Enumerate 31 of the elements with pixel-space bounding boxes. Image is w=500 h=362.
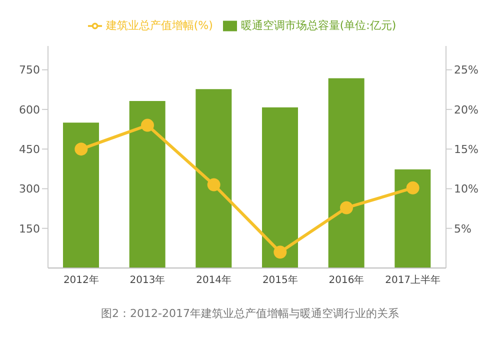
point: [74, 142, 88, 156]
x-tick-label: 2014年: [196, 274, 232, 286]
y-tick-label: 450: [19, 142, 40, 156]
point: [340, 201, 353, 214]
x-tick-label: 2013年: [130, 274, 166, 286]
bar: [63, 122, 99, 268]
y2-tick-label: 25%: [454, 64, 478, 77]
y2-tick-label: 15%: [454, 142, 478, 156]
y-tick-label: 600: [19, 103, 40, 116]
bar: [328, 78, 364, 268]
y-tick-label: 300: [19, 182, 40, 196]
caption: 图2：2012-2017年建筑业总产值增幅与暖通空调行业的关系: [100, 306, 400, 321]
bar: [196, 89, 232, 268]
x-tick-label: 2012年: [63, 274, 99, 286]
bar: [129, 100, 166, 268]
x-tick-label: 2016年: [328, 274, 364, 286]
y2-tick-label: 5%: [454, 222, 472, 236]
point: [207, 178, 220, 192]
x-tick-label: 2017上半年: [385, 274, 441, 286]
y-tick-label: 150: [19, 222, 40, 236]
legend-label: 建筑业总产值增幅(%): [106, 19, 213, 32]
legend-label: 暖通空调市场总容量(单位:亿元): [240, 19, 396, 32]
y2-tick-label: 20%: [454, 103, 478, 116]
point: [406, 181, 420, 194]
y2-tick-label: 10%: [454, 182, 478, 196]
x-tick-label: 2015年: [262, 274, 298, 286]
y-tick-label: 750: [19, 64, 40, 77]
point: [141, 118, 154, 132]
point: [274, 246, 287, 259]
bar: [394, 169, 431, 268]
bar: [262, 107, 298, 268]
